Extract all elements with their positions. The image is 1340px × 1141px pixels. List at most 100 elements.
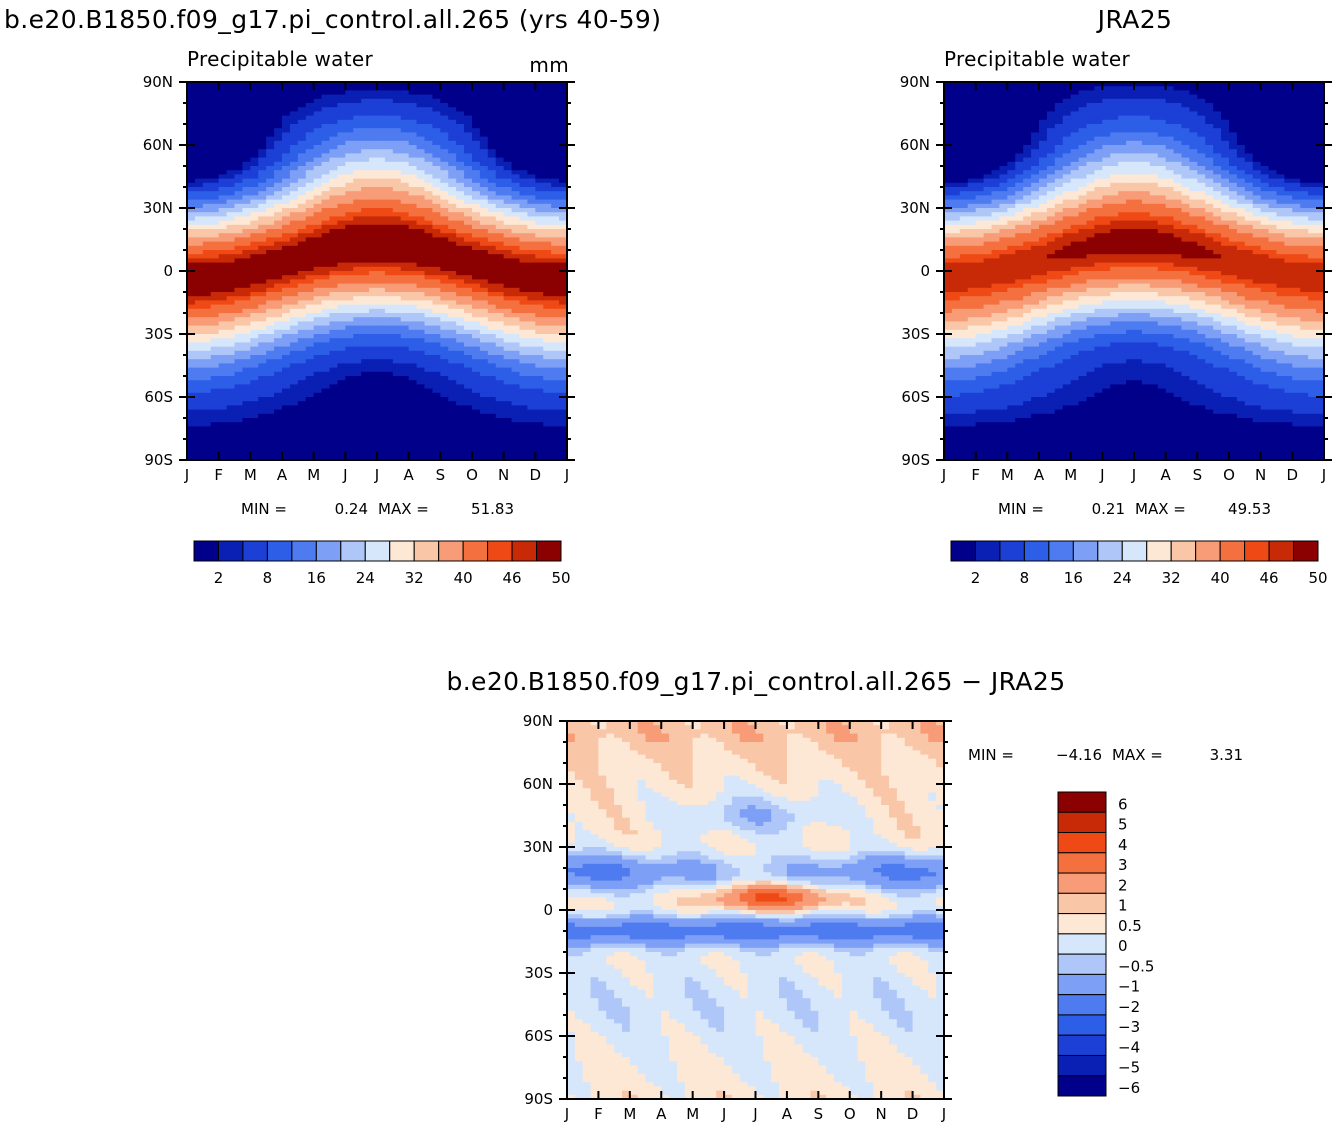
- contour-cell: [479, 191, 489, 196]
- contour-cell: [535, 250, 544, 255]
- contour-cell: [456, 342, 465, 348]
- contour-cell: [377, 174, 386, 180]
- contour-cell: [297, 149, 307, 154]
- contour-cell: [519, 430, 529, 436]
- contour-cell: [511, 388, 521, 394]
- contour-cell: [226, 384, 236, 390]
- contour-cell: [448, 384, 457, 390]
- contour-cell: [983, 124, 993, 129]
- contour-cell: [313, 266, 323, 272]
- contour-cell: [464, 140, 473, 146]
- contour-cell: [503, 325, 513, 331]
- contour-cell: [424, 308, 434, 314]
- contour-cell: [234, 401, 244, 406]
- contour-cell: [345, 161, 354, 167]
- contour-cell: [337, 94, 346, 100]
- contour-cell: [377, 430, 386, 436]
- contour-cell: [297, 313, 307, 318]
- contour-cell: [967, 124, 977, 129]
- contour-cell: [559, 447, 568, 453]
- contour-cell: [424, 371, 434, 377]
- contour-cell: [353, 397, 362, 402]
- contour-cell: [983, 321, 993, 327]
- contour-cell: [551, 367, 560, 373]
- contour-cell: [361, 287, 370, 293]
- contour-cell: [274, 157, 283, 163]
- contour-cell: [416, 405, 426, 411]
- contour-cell: [226, 283, 236, 289]
- contour-cell: [226, 346, 236, 352]
- contour-cell: [448, 388, 457, 394]
- contour-cell: [503, 229, 513, 234]
- contour-cell: [535, 86, 544, 91]
- contour-cell: [313, 182, 323, 188]
- contour-cell: [472, 245, 481, 251]
- contour-cell: [289, 174, 299, 180]
- contour-cell: [337, 317, 346, 322]
- contour-cell: [519, 157, 529, 163]
- contour-cell: [519, 107, 529, 112]
- contour-cell: [551, 439, 560, 444]
- contour-cell: [297, 153, 307, 159]
- contour-cell: [448, 355, 457, 360]
- contour-cell: [361, 342, 370, 348]
- contour-cell: [983, 296, 993, 301]
- contour-cell: [408, 212, 418, 217]
- contour-cell: [353, 279, 362, 285]
- contour-cell: [274, 266, 283, 272]
- contour-cell: [202, 359, 212, 364]
- contour-cell: [274, 237, 283, 243]
- contour-cell: [202, 313, 212, 318]
- contour-cell: [472, 111, 481, 117]
- contour-cell: [321, 355, 331, 360]
- contour-cell: [282, 191, 291, 196]
- contour-cell: [242, 455, 251, 461]
- contour-cell: [432, 376, 441, 381]
- contour-cell: [464, 136, 473, 142]
- contour-cell: [472, 132, 481, 138]
- contour-cell: [274, 380, 283, 385]
- contour-cell: [432, 271, 441, 276]
- contour-cell: [289, 308, 299, 314]
- contour-cell: [551, 363, 560, 369]
- contour-cell: [218, 308, 228, 314]
- contour-cell: [416, 241, 426, 247]
- contour-cell: [448, 275, 457, 280]
- contour-cell: [392, 334, 402, 339]
- contour-cell: [392, 229, 402, 234]
- contour-cell: [377, 94, 386, 100]
- contour-cell: [289, 195, 299, 201]
- contour-cell: [345, 447, 354, 453]
- contour-cell: [202, 208, 212, 213]
- contour-cell: [194, 317, 204, 322]
- contour-cell: [353, 321, 362, 327]
- contour-cell: [511, 317, 521, 322]
- contour-cell: [479, 447, 489, 453]
- contour-cell: [234, 170, 244, 175]
- contour-cell: [448, 119, 457, 125]
- contour-cell: [424, 187, 434, 192]
- contour-cell: [951, 258, 961, 264]
- contour-cell: [329, 140, 339, 146]
- contour-cell: [967, 237, 977, 243]
- contour-cell: [551, 371, 560, 377]
- contour-cell: [416, 271, 426, 276]
- contour-cell: [250, 279, 259, 285]
- contour-cell: [258, 346, 267, 352]
- contour-cell: [194, 338, 204, 343]
- contour-cell: [456, 182, 465, 188]
- contour-cell: [282, 195, 291, 201]
- contour-cell: [392, 304, 402, 310]
- contour-cell: [337, 346, 346, 352]
- contour-cell: [408, 329, 418, 335]
- contour-cell: [282, 94, 291, 100]
- contour-cell: [511, 426, 521, 432]
- contour-cell: [983, 153, 993, 159]
- contour-cell: [944, 380, 953, 385]
- contour-cell: [432, 363, 441, 369]
- contour-cell: [282, 325, 291, 331]
- contour-cell: [511, 241, 521, 247]
- contour-cell: [369, 409, 378, 415]
- contour-cell: [519, 321, 529, 327]
- contour-cell: [305, 86, 315, 91]
